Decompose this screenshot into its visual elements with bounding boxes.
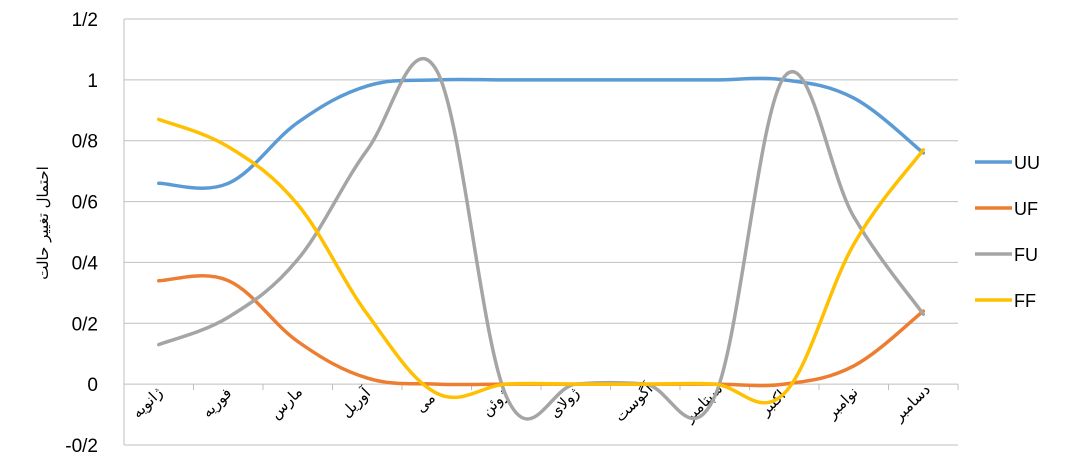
data-point-fu (504, 394, 508, 398)
data-point-uf (852, 364, 856, 368)
y-tick-label: 0/6 (72, 193, 98, 214)
data-point-uu (713, 78, 717, 82)
series-line-uu (157, 76, 926, 190)
x-tick-label: دسامبر (889, 380, 934, 425)
data-point-uu (435, 78, 439, 82)
data-point-ff (504, 382, 508, 386)
data-point-fu (713, 394, 717, 398)
y-tick-label: 0/4 (72, 253, 99, 274)
series-line-uf (157, 274, 926, 388)
data-point-fu (921, 312, 925, 316)
data-point-uf (365, 376, 369, 380)
data-point-ff (226, 145, 230, 149)
data-point-uf (435, 382, 439, 386)
x-tick-label: مارس (266, 383, 306, 423)
data-point-ff (782, 391, 786, 395)
y-tick-label: 1 (87, 71, 98, 92)
y-tick-label: 0/8 (72, 132, 98, 153)
y-tick-label: 0/2 (72, 314, 98, 335)
data-point-uu (157, 181, 161, 185)
legend-label-uf: UF (1014, 199, 1038, 219)
data-point-fu (157, 343, 161, 347)
data-point-uu (296, 120, 300, 124)
data-point-fu (226, 315, 230, 319)
x-tick-label: نوامبر (822, 383, 862, 423)
data-point-ff (435, 391, 439, 395)
y-axis-label: احتمال تغییر حالت (34, 166, 52, 280)
data-point-uu (504, 78, 508, 82)
data-point-fu (782, 75, 786, 79)
data-point-fu (435, 69, 439, 73)
series-line-ff (157, 117, 926, 405)
legend-label-ff: FF (1014, 291, 1036, 311)
data-point-ff (713, 382, 717, 386)
data-point-uf (226, 279, 230, 283)
legend-label-fu: FU (1014, 245, 1038, 265)
legend-label-uu: UU (1014, 153, 1040, 173)
data-point-ff (296, 203, 300, 207)
data-point-ff (157, 117, 161, 121)
legend: UU UF FU FF (975, 153, 1040, 311)
data-point-uu (852, 96, 856, 100)
data-point-fu (365, 148, 369, 152)
data-point-uf (157, 279, 161, 283)
x-tick-label: ژانویه (128, 384, 166, 422)
y-tick-labels: -0/2 0 0/2 0/4 0/6 0/8 1 1/2 (65, 10, 98, 457)
x-tick-label: فوریه (198, 384, 235, 421)
gridlines (123, 18, 959, 446)
data-point-uf (296, 340, 300, 344)
y-tick-label: -0/2 (65, 436, 98, 457)
series-lines (157, 57, 926, 421)
data-point-ff (574, 382, 578, 386)
data-point-uu (365, 84, 369, 88)
y-tick-label: 1/2 (72, 10, 98, 31)
series-line-fu (157, 57, 926, 421)
data-point-ff (921, 148, 925, 152)
data-point-ff (365, 312, 369, 316)
x-tick-label: آوریل (337, 384, 374, 421)
data-point-fu (296, 257, 300, 261)
y-tick-label: 0 (87, 375, 98, 396)
data-point-uu (643, 78, 647, 82)
data-point-ff (852, 242, 856, 246)
data-point-uu (226, 181, 230, 185)
data-point-uf (782, 382, 786, 386)
data-point-ff (643, 382, 647, 386)
data-point-uu (574, 78, 578, 82)
data-point-fu (852, 215, 856, 219)
